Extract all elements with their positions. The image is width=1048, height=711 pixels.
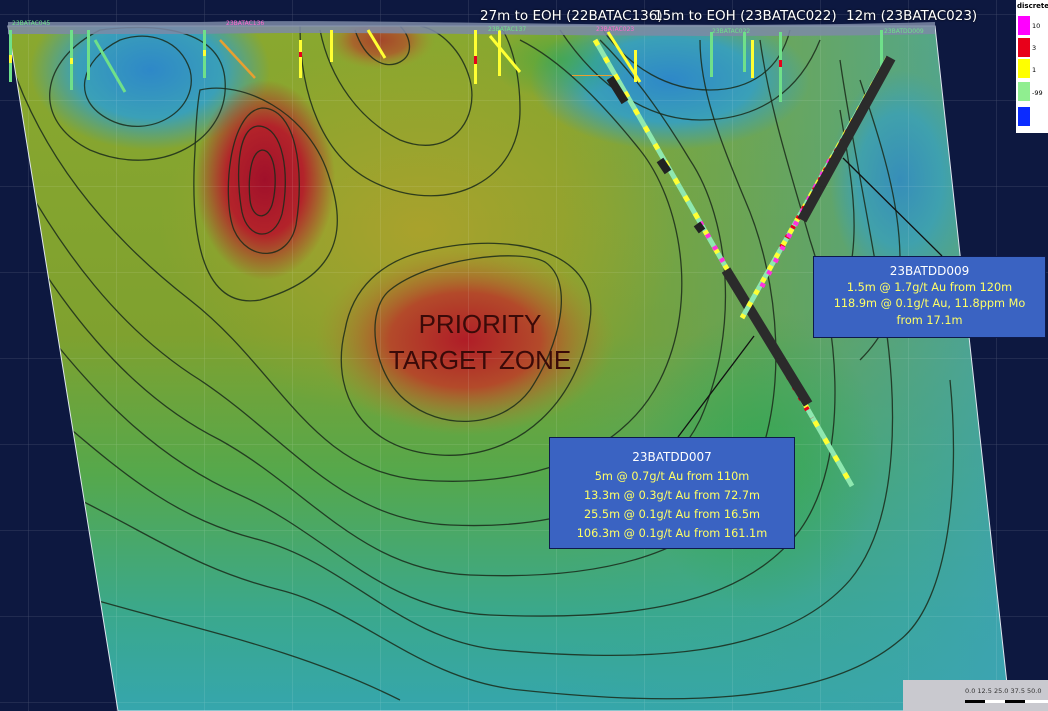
leader-line-007 [677,335,755,438]
callout-line: 118.9m @ 0.1g/t Au, 11.8ppm Mo [833,297,1026,310]
callout-title: 23BATDD009 [889,264,970,278]
callout-line: 1.5m @ 1.7g/t Au from 120m [846,280,1013,294]
scale-bar-labels: 0.0 12.5 25.0 37.5 50.0 [965,687,1042,695]
callout-title: 23BATDD007 [632,450,712,464]
header-label-3: 12m (23BATAC023) [846,8,978,24]
legend-label: 3 [1032,44,1037,52]
legend-title: discrete [1017,2,1048,10]
legend-swatch [1018,107,1030,126]
collar-label: 23BATAC045 [12,20,51,27]
legend-swatch [1018,82,1030,101]
topography-surface [8,21,935,36]
header-label-1: 27m to EOH (22BATAC136) [480,8,663,24]
scale-bar: 0.0 12.5 25.0 37.5 50.0 [903,680,1048,711]
priority-target-zone-label: PRIORITY TARGET ZONE [372,306,588,378]
legend-swatch [1018,59,1030,78]
collar-label: 23BATAC137 [488,26,527,33]
legend-label: -99 [1032,89,1043,97]
callout-line: 25.5m @ 0.1g/t Au from 16.5m [583,508,761,521]
callout-23BATDD007: 23BATDD007 5m @ 0.7g/t Au from 110m 13.3… [549,437,795,549]
legend-swatch [1018,38,1030,57]
collar-label: 23BATDD009 [884,28,924,35]
target-line-1: PRIORITY [418,309,542,339]
grade-legend: discrete 10 3 1 -99 [1016,0,1048,133]
collar-label: 23BATAC136 [226,20,265,27]
callout-line: from 17.1m [896,313,963,327]
aircore-holes [9,29,883,102]
target-line-2: TARGET ZONE [388,345,572,375]
callout-23BATDD009: 23BATDD009 1.5m @ 1.7g/t Au from 120m 11… [813,256,1046,338]
drillhole-23BATDD009 [739,55,896,320]
legend-label: 10 [1032,22,1041,30]
header-label-2: 15m to EOH (23BATAC022) [654,8,837,24]
callout-line: 5m @ 0.7g/t Au from 110m [594,470,750,483]
collar-label: 23BATAC022 [712,28,751,35]
callout-line: 106.3m @ 0.1g/t Au from 161.1m [576,527,768,540]
legend-swatch [1018,16,1030,35]
callout-line: 13.3m @ 0.3g/t Au from 72.7m [583,489,761,502]
collar-label: 23BATAC023 [596,26,635,33]
leader-line-009 [842,157,943,257]
legend-label: 1 [1032,66,1037,74]
